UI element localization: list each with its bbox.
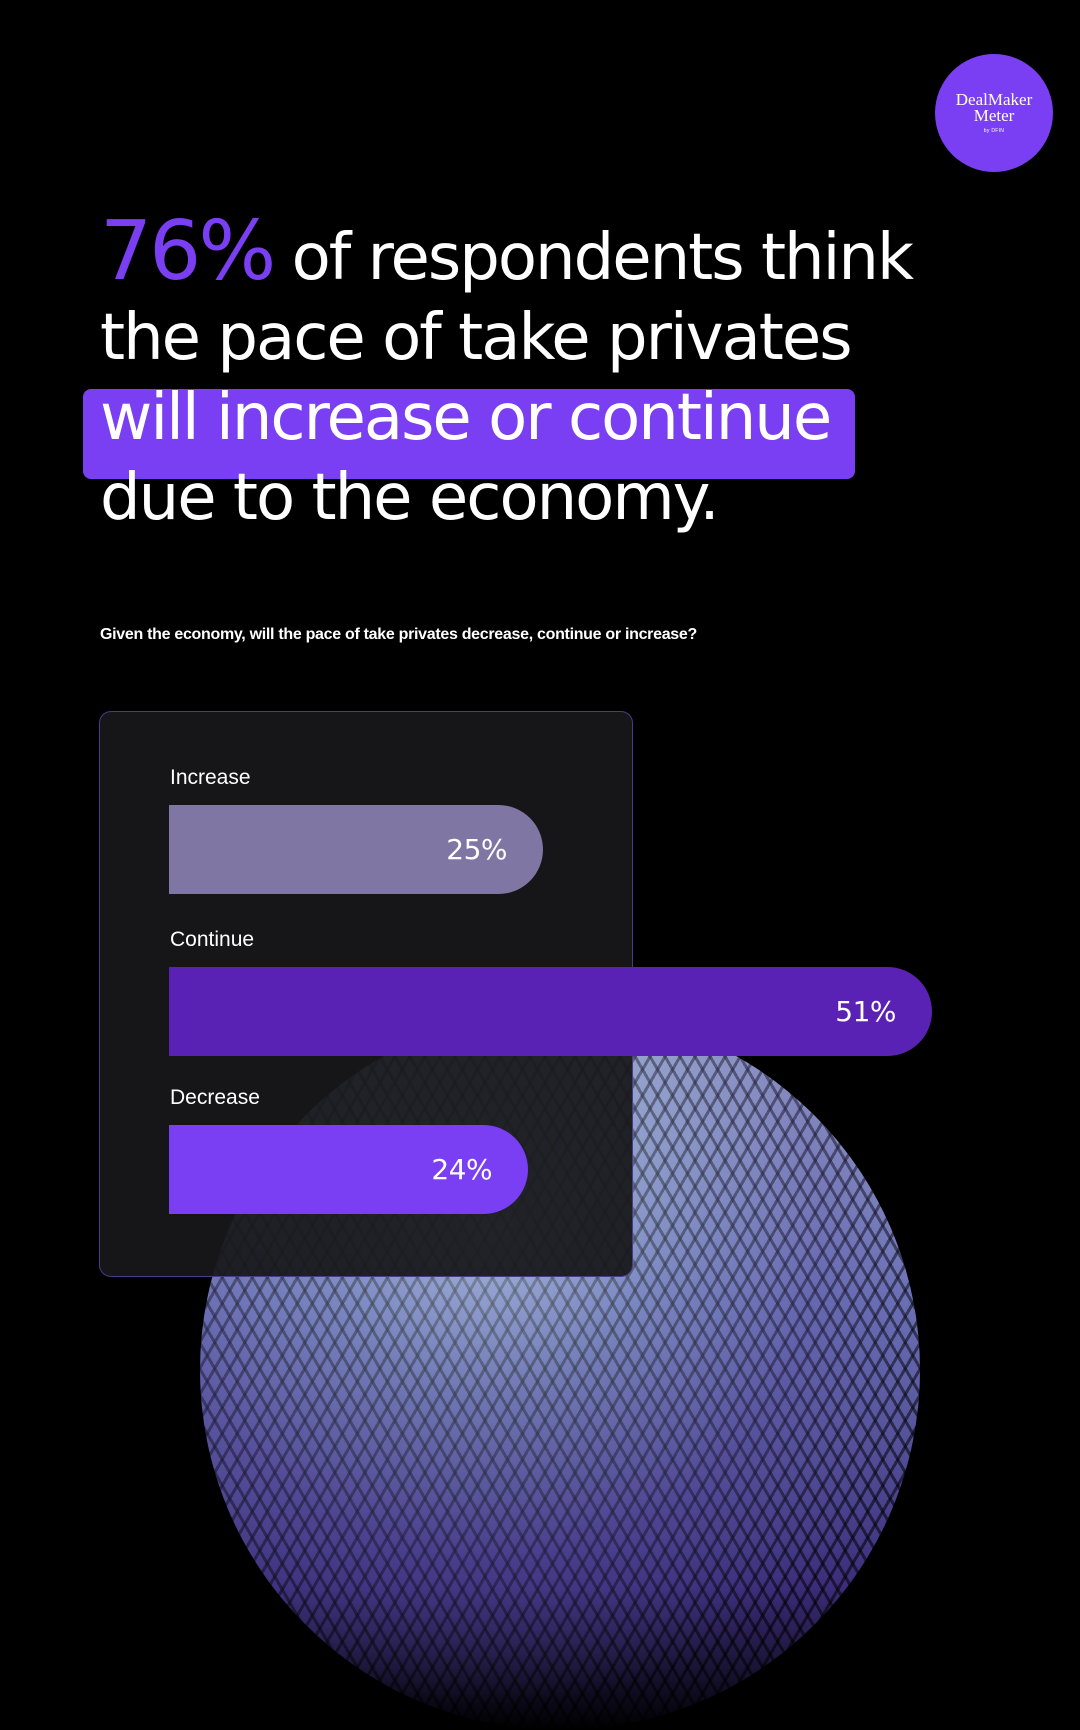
- headline-line-1: 76% of respondents think: [100, 211, 1000, 298]
- bar-decrease: 24%: [169, 1125, 529, 1214]
- logo-line-3: by DFIN: [983, 128, 1005, 134]
- bar-value-continue: 51%: [835, 995, 896, 1028]
- headline-percent: 76%: [100, 204, 276, 299]
- chart-title: Given the economy, will the pace of take…: [100, 626, 697, 643]
- dealmaker-meter-logo: DealMaker Meter by DFIN: [935, 54, 1053, 172]
- logo-line-2: Meter: [973, 106, 1015, 125]
- headline-highlight: [83, 389, 855, 479]
- bar-value-increase: 25%: [446, 833, 508, 866]
- bar-increase: 25%: [169, 805, 544, 894]
- headline-line-4: due to the economy.: [100, 461, 720, 535]
- bar-label-decrease: Decrease: [170, 1086, 260, 1109]
- bar-value-decrease: 24%: [431, 1153, 493, 1186]
- headline: 76% of respondents think the pace of tak…: [100, 211, 1000, 538]
- headline-line-1-text: of respondents think: [273, 221, 914, 295]
- bar-label-continue: Continue: [170, 928, 255, 951]
- logo-line-1: DealMaker: [955, 90, 1033, 109]
- headline-line-2: the pace of take privates: [100, 301, 853, 375]
- bar-label-increase: Increase: [170, 766, 251, 789]
- headline-line-3: will increase or continue: [100, 381, 832, 455]
- bar-continue: 51%: [169, 967, 932, 1056]
